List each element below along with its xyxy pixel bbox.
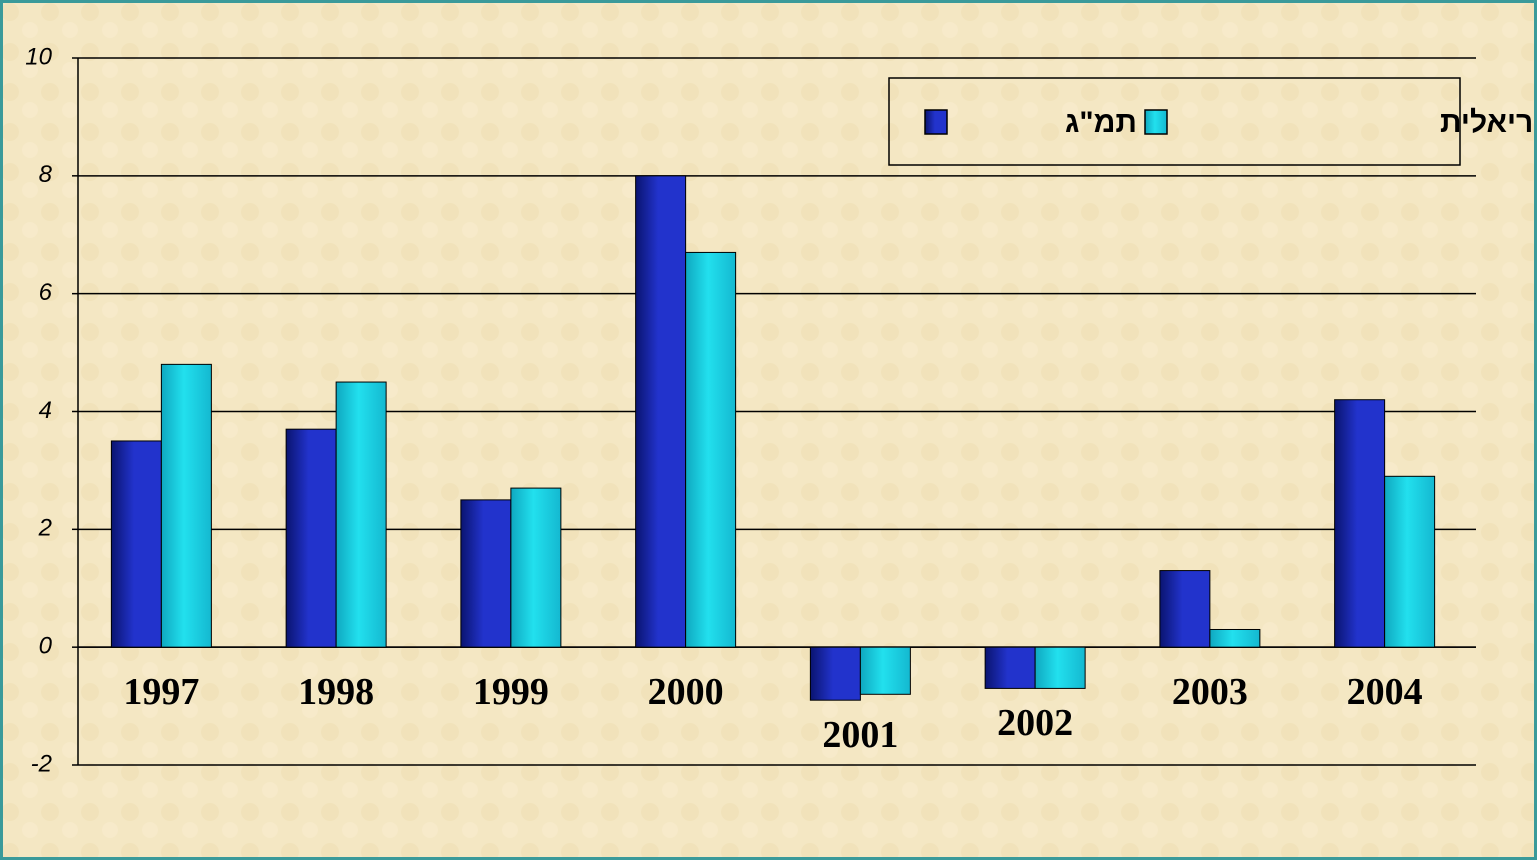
legend-box <box>888 77 1461 166</box>
legend-swatch <box>924 109 948 135</box>
y-tick-label: 6 <box>39 279 53 306</box>
bar <box>635 175 687 648</box>
x-tick-label: 2003 <box>1172 671 1248 713</box>
bar <box>335 381 387 648</box>
x-tick-label: 2002 <box>997 702 1073 744</box>
bar <box>110 440 162 648</box>
bar <box>285 428 337 648</box>
bar <box>984 646 1036 689</box>
x-tick-label: 1999 <box>473 671 549 713</box>
bar <box>1159 570 1211 648</box>
x-tick-label: 2000 <box>648 671 724 713</box>
x-tick-label: 2001 <box>822 714 898 756</box>
y-tick-label: 0 <box>39 633 53 660</box>
bar <box>1384 475 1436 648</box>
legend-label: תמ"ג <box>1065 106 1137 139</box>
bar <box>510 487 562 648</box>
bar <box>685 251 737 648</box>
x-tick-label: 2004 <box>1347 671 1423 713</box>
y-tick-label: -2 <box>31 750 52 777</box>
x-tick-label: 1998 <box>298 671 374 713</box>
bar <box>1334 399 1386 648</box>
legend-label: הכנסה ריאלית <box>1440 106 1537 139</box>
legend-swatch <box>1144 109 1168 135</box>
y-tick-label: 4 <box>39 397 52 424</box>
bar <box>160 363 212 648</box>
bar <box>1034 646 1086 689</box>
y-tick-label: 10 <box>25 43 52 70</box>
bar <box>1209 628 1261 648</box>
bar <box>859 646 911 695</box>
x-tick-label: 1997 <box>123 671 199 713</box>
y-tick-label: 8 <box>39 161 53 188</box>
bar <box>809 646 861 701</box>
bar <box>460 499 512 648</box>
y-tick-label: 2 <box>38 515 52 542</box>
